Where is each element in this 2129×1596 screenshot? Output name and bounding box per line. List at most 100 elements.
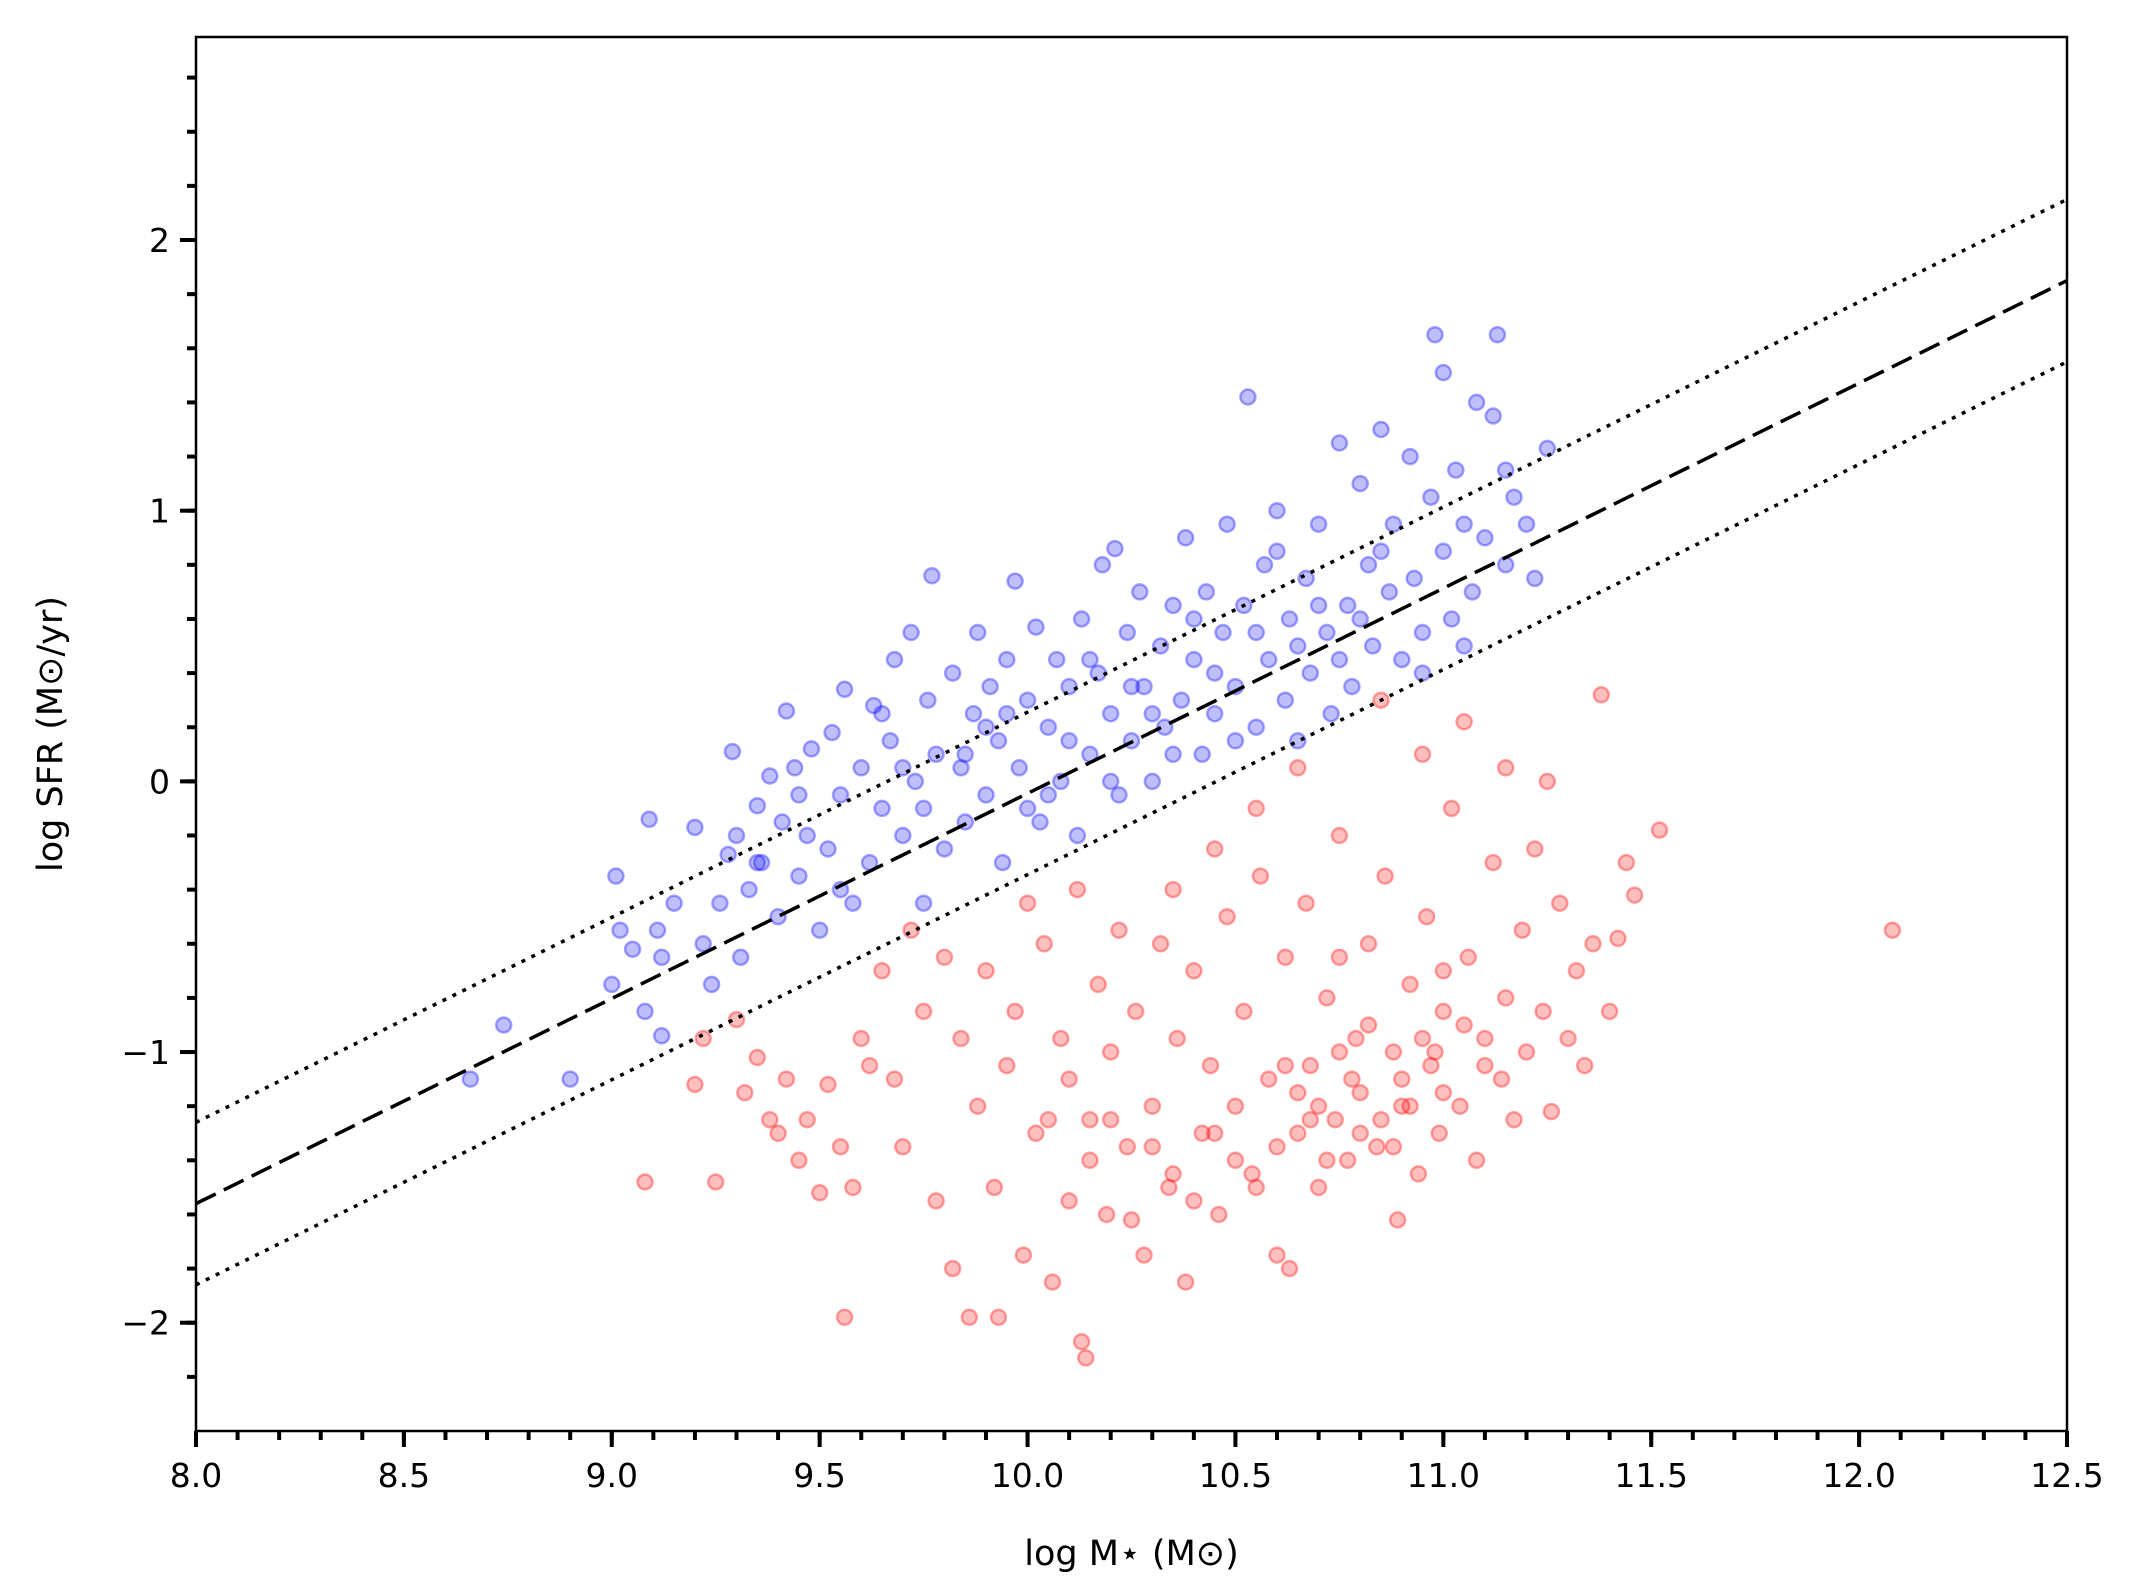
data-point (873, 704, 891, 723)
data-point (1330, 1043, 1349, 1061)
data-point (1122, 677, 1141, 696)
data-point (1309, 1178, 1328, 1197)
data-point (1210, 1205, 1228, 1224)
scatter-bound-line (195, 197, 2068, 1124)
data-point (1164, 596, 1182, 615)
data-point (1280, 610, 1299, 628)
data-point (648, 921, 667, 939)
data-point (1014, 1246, 1033, 1264)
data-point (935, 948, 954, 967)
fit-line (195, 279, 2068, 1206)
data-point (873, 962, 891, 980)
data-point (706, 1173, 725, 1191)
x-tick-label: 9.0 (586, 1456, 638, 1495)
data-point (1434, 542, 1453, 561)
data-point (1251, 867, 1270, 885)
data-point (694, 1029, 712, 1048)
data-point (977, 786, 995, 804)
data-point (1505, 1110, 1523, 1129)
data-point (1513, 921, 1532, 939)
data-point (1143, 772, 1162, 791)
data-point (1492, 1070, 1511, 1088)
data-point (1164, 1165, 1182, 1183)
data-point (727, 826, 746, 845)
data-point (1289, 1124, 1307, 1143)
data-point (1409, 1165, 1428, 1183)
data-point (952, 1029, 970, 1048)
data-point (1243, 1165, 1261, 1183)
data-point (1351, 610, 1369, 628)
data-point (831, 1138, 850, 1156)
series-red (636, 686, 1902, 1367)
data-point (1434, 1083, 1453, 1102)
data-point (1301, 664, 1320, 682)
data-point (1031, 813, 1049, 831)
data-point (1289, 637, 1307, 655)
data-point (777, 702, 796, 720)
data-point (1617, 853, 1636, 872)
data-point (1401, 447, 1419, 466)
data-point (1534, 1002, 1552, 1021)
data-point (943, 1259, 962, 1278)
series-blue (461, 325, 1557, 1088)
data-point (1259, 650, 1278, 669)
data-point (686, 1075, 704, 1094)
data-point (748, 796, 767, 815)
data-point (1018, 691, 1037, 709)
data-point (1318, 623, 1336, 642)
data-point (1455, 637, 1473, 655)
data-point (1384, 1043, 1403, 1061)
data-point (790, 786, 808, 804)
data-point (1039, 1110, 1058, 1129)
x-tick-label: 12.0 (1822, 1456, 1895, 1495)
data-point (1496, 556, 1515, 574)
data-point (748, 1048, 767, 1067)
x-tick-label: 8.5 (378, 1456, 430, 1495)
data-point (1276, 948, 1295, 967)
data-point (1526, 840, 1544, 858)
data-point (960, 1308, 979, 1327)
data-point (881, 732, 900, 750)
data-point (1072, 610, 1091, 628)
data-point (1301, 1056, 1320, 1075)
data-point (1426, 1043, 1444, 1061)
data-point (1463, 583, 1482, 601)
data-point (823, 723, 841, 742)
data-point (810, 1184, 829, 1202)
data-point (769, 1124, 787, 1143)
data-point (1143, 1138, 1162, 1156)
data-point (1247, 1178, 1265, 1197)
data-point (1351, 1124, 1369, 1143)
data-point (652, 1027, 671, 1045)
data-point (1176, 1273, 1195, 1291)
data-point (1318, 1151, 1336, 1170)
data-point (819, 1075, 837, 1094)
data-point (831, 786, 850, 804)
y-tick-label: 1 (149, 492, 170, 531)
data-point (1089, 975, 1107, 994)
scatter-bound-line (195, 360, 2068, 1287)
data-point (977, 718, 995, 736)
data-point (1168, 1029, 1186, 1048)
data-point (1434, 363, 1453, 382)
data-point (1151, 935, 1170, 953)
data-point (1135, 1246, 1153, 1264)
x-tick-label: 10.5 (1199, 1456, 1272, 1495)
data-point (1430, 1124, 1448, 1143)
data-point (798, 826, 816, 845)
data-point (923, 566, 941, 585)
data-point (1380, 583, 1399, 601)
data-point (1185, 650, 1203, 669)
data-point (1039, 786, 1058, 804)
data-point (1097, 1205, 1116, 1224)
y-tick-label: −1 (121, 1033, 170, 1072)
data-point (1476, 529, 1494, 547)
data-point (611, 921, 629, 939)
data-point (1650, 821, 1669, 839)
data-point (1143, 1097, 1162, 1115)
data-point (1301, 1110, 1320, 1129)
data-point (723, 742, 742, 761)
data-point (906, 772, 925, 791)
data-point (873, 799, 891, 818)
